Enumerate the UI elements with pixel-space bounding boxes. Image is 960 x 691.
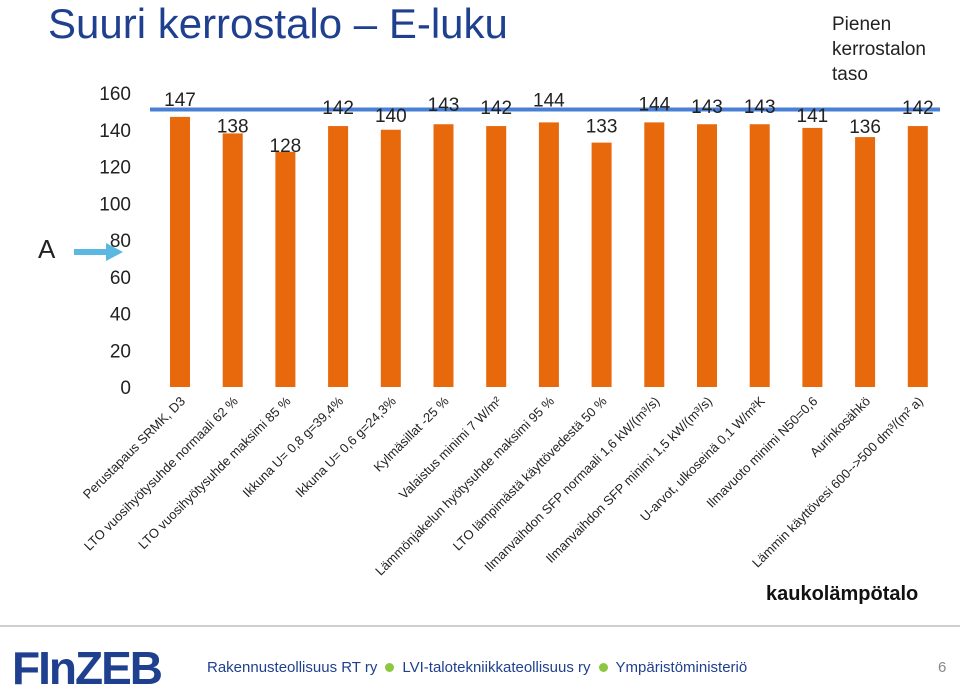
separator-dot-icon	[385, 663, 395, 672]
data-label: 138	[217, 116, 249, 137]
y-tick-label: 120	[99, 158, 131, 179]
bar	[907, 126, 928, 387]
data-label: 142	[902, 98, 934, 119]
data-label: 136	[849, 117, 881, 138]
y-tick-label: 60	[110, 268, 131, 289]
data-label: 128	[270, 136, 302, 157]
bar	[644, 122, 665, 388]
finzeb-logo-icon: FInZEB	[12, 646, 164, 688]
logo-text: FInZEB	[12, 646, 162, 688]
y-tick-label: 100	[99, 194, 131, 215]
data-label: 143	[744, 97, 776, 118]
y-tick-label: 140	[99, 121, 131, 142]
x-tick-label: Ilmavuoto minimi N50=0,6	[703, 394, 820, 511]
y-tick-label: 20	[110, 341, 131, 362]
reference-note-line: taso	[832, 64, 868, 85]
data-label: 142	[480, 98, 512, 119]
slide-title: Suuri kerrostalo – E-luku	[48, 0, 508, 47]
bar	[749, 124, 770, 388]
data-label: 147	[164, 90, 196, 111]
bar	[328, 126, 349, 387]
data-label: 144	[638, 94, 670, 115]
reference-note-line: Pienen	[832, 14, 892, 35]
y-tick-label: 160	[99, 84, 131, 105]
bar	[855, 137, 876, 387]
bar	[275, 151, 296, 387]
bar	[222, 133, 243, 387]
x-tick-label: Ikkuna U= 0,8 g=39,4%	[240, 393, 347, 500]
data-label: 140	[375, 106, 407, 127]
x-tick-label: Ikkuna U= 0,6 g=24,3%	[292, 393, 399, 500]
data-label: 143	[691, 97, 723, 118]
right-arrow-icon	[74, 243, 123, 261]
org-name: Ympäristöministeriö	[615, 659, 748, 676]
bar	[591, 142, 612, 387]
data-label: 142	[322, 98, 354, 119]
bar	[380, 129, 401, 387]
data-label: 141	[797, 106, 829, 127]
bar	[486, 126, 507, 387]
y-tick-label: 80	[110, 231, 131, 252]
bar	[170, 116, 190, 387]
org-name: LVI-talotekniikkateollisuus ry	[402, 659, 591, 676]
reference-level-note: Pienen kerrostalon taso	[832, 12, 952, 87]
energy-class-label: A	[38, 234, 56, 264]
page-number: 6	[938, 659, 947, 676]
footer-organizations: Rakennusteollisuus RT ry LVI-talotekniik…	[207, 659, 747, 676]
bar-chart: 0 20 40 60 80 100 120 140 160 147 138 128 142 140 143 1…	[80, 84, 940, 578]
footer-divider	[0, 625, 960, 627]
data-label: 143	[428, 95, 460, 116]
reference-note-line: kerrostalon	[832, 39, 926, 60]
separator-dot-icon	[598, 663, 608, 672]
data-label: 144	[533, 90, 565, 111]
y-tick-label: 0	[120, 378, 131, 399]
bar	[802, 127, 823, 387]
x-tick-label: Lämmönjakelun hyötysuhde maksimi 95 %	[372, 393, 557, 578]
y-tick-label: 40	[110, 305, 131, 326]
bar	[697, 124, 717, 388]
building-type-label: kaukolämpötalo	[766, 583, 919, 605]
x-tick-label: Valaistus minimi 7 W/m²	[396, 393, 505, 502]
x-tick-label: Perustapaus SRMK, D3	[80, 394, 188, 502]
org-name: Rakennusteollisuus RT ry	[207, 659, 378, 676]
data-label: 133	[586, 117, 618, 138]
bar	[538, 122, 559, 388]
bar	[433, 124, 454, 388]
